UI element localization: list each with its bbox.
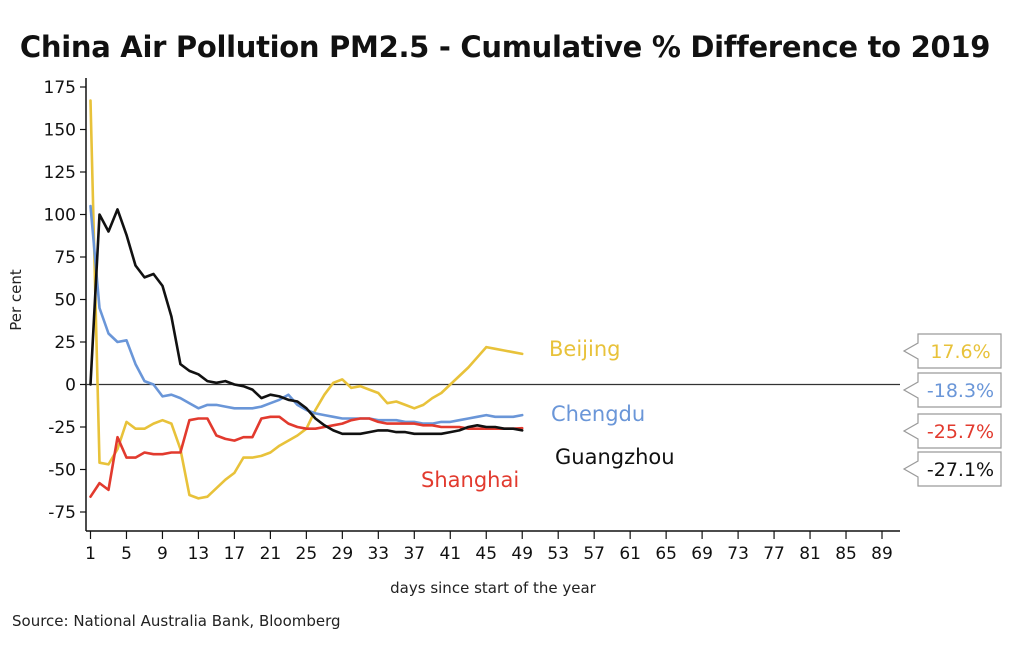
x-tick-label: 45 <box>475 544 497 564</box>
series-name-chengdu: Chengdu <box>551 402 645 426</box>
x-tick-label: 5 <box>121 544 132 564</box>
chart-axes: 175 150 125 100 75 50 25 0 -25 -50 -75 1 5 9 13 17 21 25 2… <box>44 78 900 564</box>
value-callout-guangzhou: -27.1% <box>902 451 1002 487</box>
x-tick-label: 41 <box>439 544 461 564</box>
callout-box <box>902 372 1002 408</box>
x-axis-label: days since start of the year <box>390 579 597 597</box>
y-tick-label: 100 <box>44 206 76 226</box>
y-tick-label: -25 <box>48 418 76 438</box>
y-tick-label: -50 <box>48 461 76 481</box>
callout-value: 17.6% <box>930 341 990 363</box>
x-tick-label: 37 <box>403 544 425 564</box>
x-tick-label: 53 <box>547 544 569 564</box>
x-tick-label: 57 <box>583 544 605 564</box>
y-tick-label: 0 <box>65 376 76 396</box>
x-tick-label: 73 <box>727 544 749 564</box>
value-callout-chengdu: -18.3% <box>902 372 1002 408</box>
x-tick-label: 25 <box>296 544 318 564</box>
callout-box <box>902 451 1002 487</box>
series-line-chengdu <box>89 204 524 425</box>
x-tick-label: 81 <box>799 544 821 564</box>
callout-box <box>902 333 1002 369</box>
y-tick-label: 50 <box>54 291 76 311</box>
x-tick-label: 17 <box>224 544 246 564</box>
callout-value: -18.3% <box>927 380 994 402</box>
callout-box <box>902 413 1002 449</box>
series-line-guangzhou <box>89 208 524 436</box>
chart-title: China Air Pollution PM2.5 - Cumulative %… <box>19 30 991 64</box>
callout-value: -25.7% <box>927 421 994 443</box>
x-tick-label: 61 <box>619 544 641 564</box>
value-callout-shanghai: -25.7% <box>902 413 1002 449</box>
x-tick-label: 13 <box>188 544 210 564</box>
series-labels: Beijing Chengdu Guangzhou Shanghai 17.6% -18.… <box>421 333 1002 492</box>
y-tick-label: 75 <box>54 248 76 268</box>
x-tick-label: 33 <box>367 544 389 564</box>
callout-value: -27.1% <box>927 459 994 481</box>
x-tick-label: 65 <box>655 544 677 564</box>
value-callout-beijing: 17.6% <box>902 333 1002 369</box>
x-tick-label: 69 <box>691 544 713 564</box>
y-tick-label: 125 <box>44 163 76 183</box>
y-axis-label: Per cent <box>7 269 25 331</box>
source-note: Source: National Australia Bank, Bloombe… <box>12 612 341 630</box>
x-tick-label: 89 <box>871 544 893 564</box>
x-tick-label: 1 <box>85 544 96 564</box>
series-name-beijing: Beijing <box>549 337 620 361</box>
series-name-guangzhou: Guangzhou <box>555 445 675 469</box>
series-layer <box>89 99 524 500</box>
series-name-shanghai: Shanghai <box>421 468 519 492</box>
y-tick-label: 25 <box>54 333 76 353</box>
series-line-shanghai <box>89 415 524 499</box>
x-tick-label: 85 <box>835 544 857 564</box>
x-tick-label: 21 <box>260 544 282 564</box>
x-tick-label: 9 <box>157 544 168 564</box>
x-tick-label: 77 <box>763 544 785 564</box>
x-tick-label: 49 <box>511 544 533 564</box>
y-tick-label: 150 <box>44 121 76 141</box>
x-tick-label: 29 <box>332 544 354 564</box>
y-tick-label: 175 <box>44 78 76 98</box>
y-tick-label: -75 <box>48 503 76 523</box>
series-line-beijing <box>89 99 524 500</box>
